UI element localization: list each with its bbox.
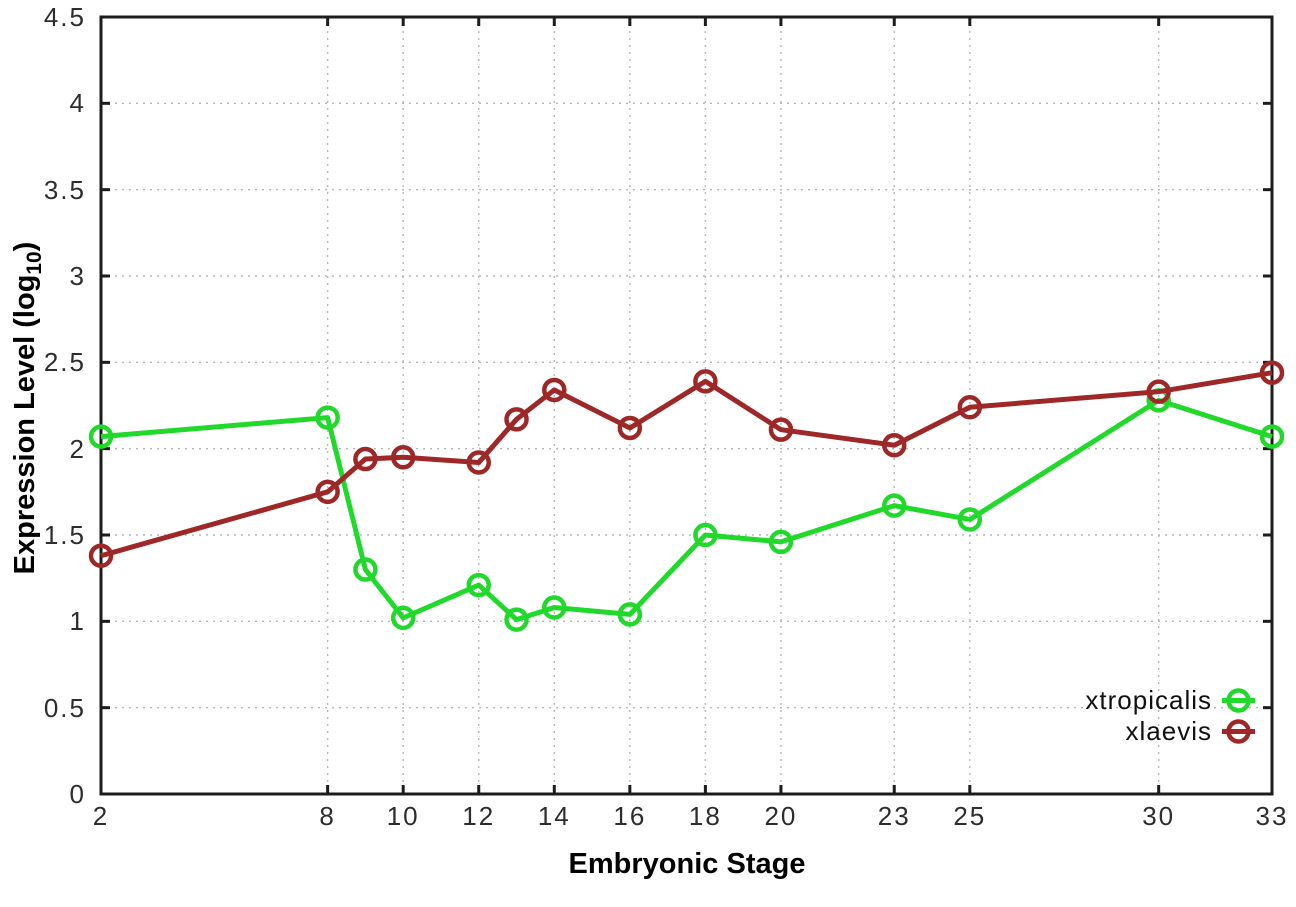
x-tick-label: 14 [537, 801, 571, 831]
legend-label-xlaevis: xlaevis [1125, 716, 1212, 746]
data-point-xlaevis [390, 445, 416, 470]
y-axis-title-suffix: ) [9, 241, 42, 252]
data-point-xtropicalis [390, 605, 416, 631]
y-tick-label: 4 [69, 88, 86, 119]
y-tick-label: 1.5 [43, 520, 86, 550]
x-tick-label: 30 [1142, 801, 1176, 831]
data-point-xlaevis [617, 415, 643, 441]
legend-marker-xlaevis [1226, 719, 1251, 744]
x-tick-label: 2 [92, 801, 110, 831]
data-point-xlaevis [353, 446, 378, 472]
data-point-xtropicalis [315, 405, 340, 430]
x-tick-label: 12 [462, 801, 496, 831]
series-line-xtropicalis [100, 397, 1273, 623]
data-point-xtropicalis [957, 507, 983, 532]
plot-border [99, 15, 1274, 796]
data-point-xtropicalis [1259, 424, 1285, 449]
x-tick-label: 16 [613, 801, 647, 831]
y-tick-label: 0 [69, 779, 86, 809]
x-tick-label: 23 [877, 801, 911, 831]
data-point-xlaevis [957, 394, 983, 420]
x-tick-label: 25 [953, 801, 987, 831]
y-tick-label: 1 [69, 606, 86, 637]
x-axis-title: Embryonic Stage [568, 848, 806, 880]
y-tick-label: 2 [69, 433, 86, 464]
data-point-xlaevis [693, 369, 718, 394]
y-tick-label: 0.5 [43, 692, 86, 723]
legend-marker-xtropicalis [1226, 688, 1251, 713]
y-tick-label: 2.5 [43, 347, 86, 378]
x-tick-label: 33 [1255, 801, 1289, 831]
y-tick-label: 3.5 [43, 174, 86, 205]
data-point-xtropicalis [88, 424, 114, 449]
data-point-xlaevis [1146, 379, 1171, 404]
series-line-xlaevis [100, 370, 1273, 559]
data-point-xtropicalis [882, 493, 907, 518]
data-point-xtropicalis [353, 557, 378, 582]
x-tick-label: 10 [386, 801, 420, 831]
data-point-xlaevis [768, 417, 794, 442]
data-point-xlaevis [504, 407, 529, 432]
data-point-xtropicalis [693, 522, 718, 548]
x-tick-label: 18 [688, 801, 722, 831]
data-point-xtropicalis [617, 602, 643, 627]
y-tick-label: 4.5 [43, 2, 86, 32]
data-point-xtropicalis [466, 572, 491, 598]
x-tick-label: 20 [764, 801, 798, 831]
data-point-xtropicalis [504, 607, 529, 632]
data-point-xlaevis [466, 450, 491, 475]
data-point-xlaevis [1259, 360, 1285, 385]
y-tick-label: 3 [69, 261, 86, 291]
legend-label-xtropicalis: xtropicalis [1085, 685, 1212, 715]
data-point-xtropicalis [542, 595, 567, 620]
data-point-xlaevis [88, 543, 114, 568]
data-point-xtropicalis [768, 529, 794, 555]
data-point-xlaevis [882, 432, 907, 458]
data-point-xlaevis [315, 479, 340, 505]
data-point-xlaevis [542, 377, 567, 403]
x-tick-label: 8 [319, 801, 336, 831]
